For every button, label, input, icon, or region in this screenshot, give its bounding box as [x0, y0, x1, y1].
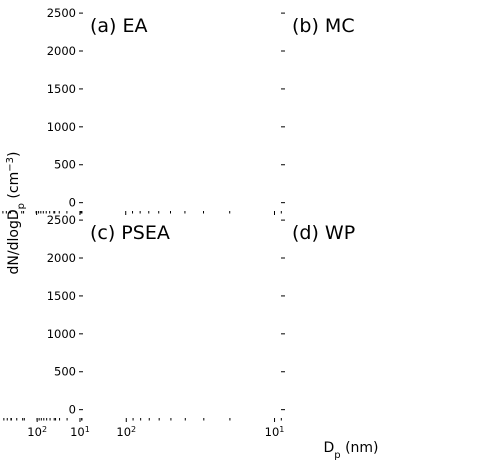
upper-bound-ft — [8, 137, 275, 202]
x-tick-label: 101 — [265, 425, 285, 440]
y-tick-label: 1500 — [47, 289, 76, 303]
lower-bound-bl — [8, 142, 275, 203]
y-tick-label: 500 — [54, 158, 76, 172]
x-axis-label: Dp (nm) — [323, 440, 378, 461]
axis-labels: Dp (nm) dN/dlogDp (cm−3) — [5, 152, 379, 461]
y-tick-label: 1000 — [47, 120, 76, 134]
x-tick-label: 102 — [27, 425, 47, 440]
y-tick-label: 0 — [69, 403, 76, 417]
upper-bound-ft — [9, 341, 275, 409]
y-tick-label: 0 — [69, 196, 76, 210]
panel-4: 101 102 (d) WP — [9, 219, 355, 440]
y-tick-label: 500 — [54, 365, 76, 379]
band-ft — [3, 288, 80, 409]
upper-bound-bl — [3, 285, 80, 410]
upper-bound-bl — [9, 378, 275, 410]
band-bl — [3, 285, 80, 410]
band-bl — [9, 378, 275, 410]
upper-bound-ft — [3, 288, 80, 409]
x-tick-label: 102 — [116, 425, 136, 440]
lower-bound-bl — [9, 397, 275, 410]
median-line-bl — [8, 97, 275, 203]
y-tick-label: 1000 — [47, 327, 76, 341]
band-ft — [9, 341, 275, 409]
x-tick-label: 101 — [70, 425, 90, 440]
panel-label: (d) WP — [292, 222, 355, 244]
y-tick-label: 2000 — [47, 44, 76, 58]
panels: 0 500 1000 1500 2000 2500 (a) EA (b) MC 0 500 1000… — [2, 6, 355, 440]
panel-2: (b) MC — [8, 12, 355, 215]
panel-label: (b) MC — [292, 15, 355, 37]
lower-bound-ft — [3, 354, 80, 410]
y-tick-label: 2000 — [47, 251, 76, 265]
y-tick-label: 2500 — [47, 213, 76, 227]
panel-label: (a) EA — [90, 15, 148, 37]
panel-label: (c) PSEA — [90, 222, 170, 244]
y-tick-label: 1500 — [47, 82, 76, 96]
panel-1: 0 500 1000 1500 2000 2500 (a) EA — [2, 6, 148, 215]
plot-area — [9, 341, 275, 409]
lower-bound-ft — [9, 385, 275, 410]
band-ft — [8, 137, 275, 203]
plot-area — [3, 285, 80, 410]
median-line-bl — [9, 388, 275, 409]
y-axis-label: dN/dlogDp (cm−3) — [5, 152, 27, 275]
lower-bound-bl — [3, 353, 80, 410]
lower-bound-ft — [8, 174, 275, 203]
median-line-ft — [9, 360, 275, 409]
y-tick-label: 2500 — [47, 6, 76, 20]
panel-3: 0 500 1000 1500 2000 2500 101 102 (c) PSEA — [3, 213, 170, 439]
median-line-ft — [8, 158, 275, 202]
